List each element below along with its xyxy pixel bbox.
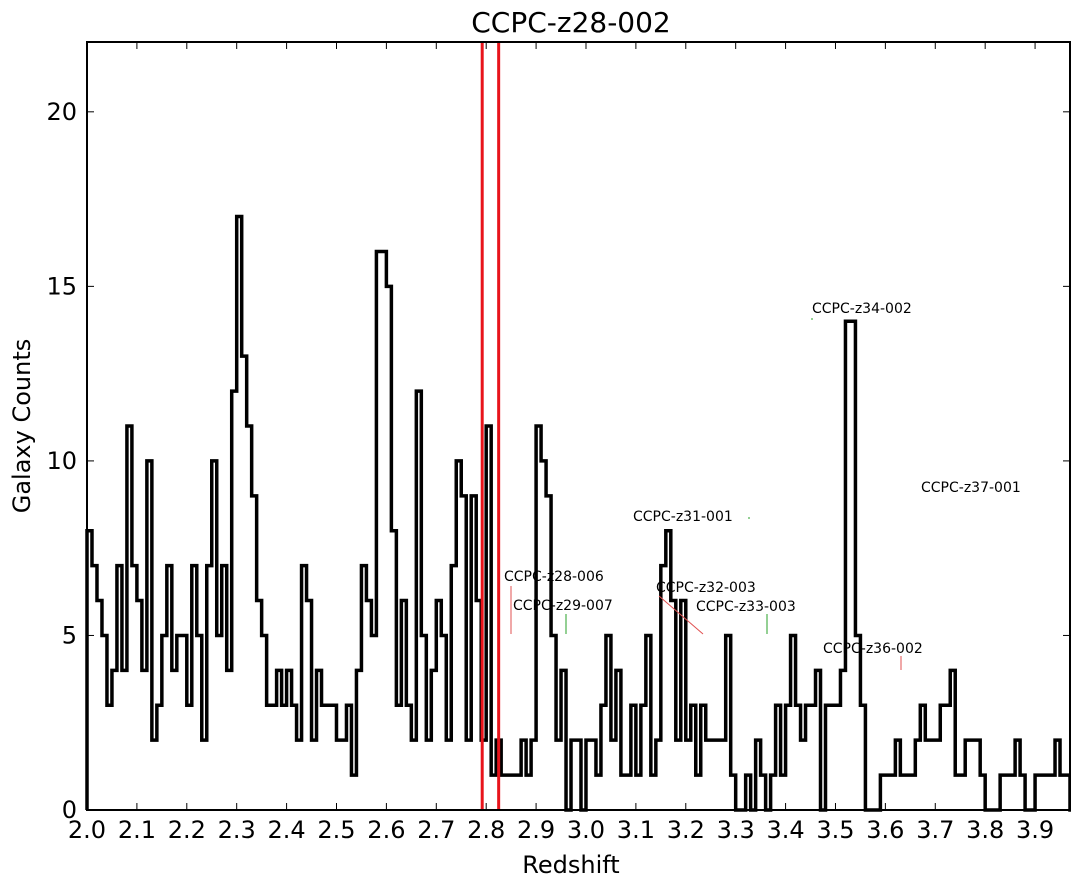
- annotation-label: CCPC-z34-002: [812, 301, 912, 317]
- y-tick-label: 15: [46, 272, 77, 300]
- y-tick-label: 5: [62, 621, 77, 649]
- annotation-label: CCPC-z31-001: [633, 509, 733, 525]
- chart-title: CCPC-z28-002: [471, 6, 671, 39]
- cluster-annotations: CCPC-z28-006 CCPC-z29-007 CCPC-z31-001 CCPC…: [504, 301, 1021, 670]
- x-tick-label: 3.5: [816, 816, 854, 844]
- x-tick-label: 2.8: [467, 816, 505, 844]
- histogram-series: [85, 214, 1071, 812]
- x-tick-label: 2.5: [317, 816, 355, 844]
- y-tick-label: 0: [62, 796, 77, 824]
- annotation-label: CCPC-z29-007: [513, 598, 613, 614]
- annotation-label: CCPC-z33-003: [696, 599, 796, 615]
- x-tick-label: 2.7: [417, 816, 455, 844]
- annotation-label: CCPC-z37-001: [921, 480, 1021, 496]
- x-tick-label: 3.4: [766, 816, 804, 844]
- x-tick-label: 3.6: [866, 816, 904, 844]
- x-tick-label: 3.9: [1016, 816, 1054, 844]
- annotation-label: CCPC-z28-006: [504, 569, 604, 585]
- y-axis-label: Galaxy Counts: [8, 339, 36, 514]
- x-tick-label: 2.4: [268, 816, 306, 844]
- x-tick-label: 2.6: [367, 816, 405, 844]
- y-tick-label: 10: [46, 447, 77, 475]
- x-tick-label: 2.0: [68, 816, 106, 844]
- x-tick-label: 2.1: [118, 816, 156, 844]
- histogram-outline: [85, 214, 1071, 812]
- annotation-label: CCPC-z32-003: [656, 580, 756, 596]
- redshift-marker-lines: [480, 42, 501, 810]
- x-tick-label: 3.0: [567, 816, 605, 844]
- x-tick-label: 3.3: [717, 816, 755, 844]
- x-tick-label: 3.2: [667, 816, 705, 844]
- x-tick-label: 3.8: [966, 816, 1004, 844]
- x-tick-label: 3.1: [617, 816, 655, 844]
- x-axis-label: Redshift: [522, 851, 619, 877]
- plot-frame: [86, 41, 1071, 811]
- annotation-label: CCPC-z36-002: [823, 641, 923, 657]
- x-tick-label: 2.3: [218, 816, 256, 844]
- x-tick-label: 3.7: [916, 816, 954, 844]
- annotation-leader-line: [658, 595, 704, 635]
- y-tick-label: 20: [46, 98, 77, 126]
- x-tick-label: 2.2: [168, 816, 206, 844]
- axis-ticks: 2.0 2.1 2.2 2.3 2.4 2.5 2.6 2.7 2.8 2.9 3.0 3.1 3.2 3…: [46, 42, 1070, 844]
- x-tick-label: 2.9: [517, 816, 555, 844]
